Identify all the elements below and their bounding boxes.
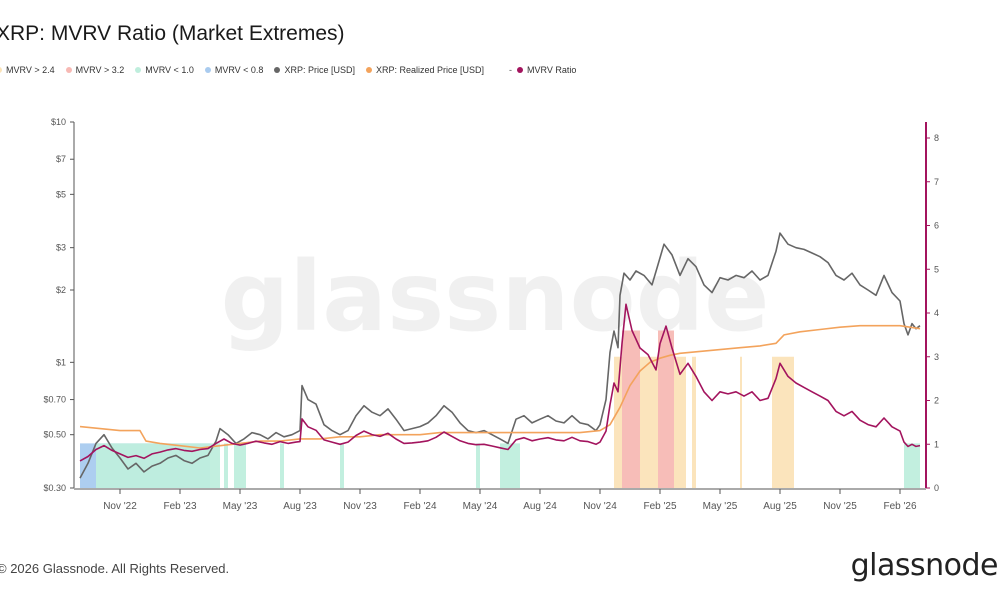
x-axis-tick-label: Aug '25	[763, 501, 797, 512]
mvrv-band	[674, 356, 686, 488]
left-axis-tick-label: $3	[56, 243, 66, 253]
axes: $10 $7 $5 $3 $2 $1 $0.70 $0.50 $0.30 0 1 2 3 4 5 6 7 8 Nov…	[43, 117, 939, 512]
realized-price-line	[79, 324, 921, 449]
legend-swatch-icon	[204, 67, 211, 73]
right-axis-tick-label: 5	[934, 264, 939, 274]
x-axis-tick-label: Aug '23	[283, 501, 317, 512]
right-axis-tick-label: 8	[934, 133, 939, 143]
mvrv-band	[234, 443, 246, 488]
legend-swatch-icon	[135, 67, 142, 73]
right-axis-tick-label: 0	[934, 483, 939, 493]
legend-item-mvrv-gt-2-4[interactable]: MVRV > 2.4	[0, 65, 55, 75]
legend-label: MVRV > 2.4	[6, 65, 55, 75]
watermark: glassnode	[221, 241, 770, 353]
left-axis-tick-label: $10	[51, 117, 66, 127]
right-axis-tick-label: 1	[934, 439, 939, 449]
legend-label: XRP: Price [USD]	[284, 65, 355, 75]
mvrv-band	[692, 356, 696, 488]
mvrv-band	[658, 330, 674, 488]
x-axis-tick-label: Feb '23	[163, 501, 196, 512]
x-axis-tick-label: Nov '25	[823, 501, 857, 512]
x-axis-tick-label: May '23	[223, 501, 258, 512]
right-axis-tick-label: 4	[934, 308, 939, 318]
mvrv-bands	[80, 330, 920, 488]
mvrv-ratio-line	[79, 303, 921, 462]
left-axis-tick-label: $0.30	[43, 483, 66, 493]
x-axis-tick-label: May '24	[463, 501, 498, 512]
left-axis-tick-label: $5	[56, 189, 66, 199]
mvrv-band	[904, 443, 920, 488]
mvrv-band	[772, 356, 794, 488]
legend-label: MVRV < 0.8	[214, 65, 264, 75]
x-axis-tick-label: Nov '22	[103, 501, 137, 512]
right-axis-tick-label: 7	[934, 177, 939, 187]
legend-label: MVRV > 3.2	[75, 65, 125, 75]
right-axis-tick-label: 3	[934, 352, 939, 362]
mvrv-band	[280, 443, 284, 488]
mvrv-band	[340, 443, 344, 488]
x-axis-tick-label: Nov '24	[583, 501, 617, 512]
x-axis-tick-label: Aug '24	[523, 501, 557, 512]
chart-title: XRP: MVRV Ratio (Market Extremes)	[0, 22, 345, 45]
legend-item-realized-price[interactable]: XRP: Realized Price [USD]	[365, 65, 484, 75]
right-axis-tick-label: 6	[934, 221, 939, 231]
mvrv-band	[740, 356, 742, 488]
series-lines	[79, 232, 921, 479]
price-line	[79, 232, 921, 479]
legend-item-price[interactable]: XRP: Price [USD]	[274, 65, 355, 75]
x-axis-tick-label: Nov '23	[343, 501, 377, 512]
left-axis-tick-label: $0.50	[43, 430, 66, 440]
mvrv-band	[640, 356, 658, 488]
legend-swatch-icon	[0, 67, 2, 73]
right-axis-tick-label: 2	[934, 396, 939, 406]
legend: MVRV > 2.4 MVRV > 3.2 MVRV < 1.0 MVRV < …	[0, 65, 576, 75]
mvrv-band	[622, 330, 640, 488]
mvrv-band	[614, 356, 622, 488]
legend-item-mvrv-lt-1-0[interactable]: MVRV < 1.0	[135, 65, 194, 75]
legend-item-mvrv-ratio[interactable]: MVRV Ratio	[517, 65, 576, 75]
x-axis-tick-label: Feb '25	[643, 501, 676, 512]
x-axis-tick-label: Feb '26	[883, 501, 916, 512]
legend-swatch-icon	[365, 67, 372, 73]
copyright-footer: © 2026 Glassnode. All Rights Reserved.	[0, 561, 230, 576]
mvrv-band	[500, 443, 520, 488]
legend-swatch-icon	[274, 67, 281, 73]
legend-item-mvrv-gt-3-2[interactable]: MVRV > 3.2	[65, 65, 125, 75]
legend-item-mvrv-lt-0-8[interactable]: MVRV < 0.8	[204, 65, 264, 75]
legend-swatch-icon	[65, 67, 72, 73]
left-axis-tick-label: $7	[56, 154, 66, 164]
mvrv-band	[476, 443, 480, 488]
x-axis-tick-label: May '25	[703, 501, 738, 512]
legend-label: XRP: Realized Price [USD]	[375, 65, 484, 75]
legend-swatch-icon	[517, 67, 523, 73]
mvrv-band	[224, 443, 228, 488]
legend-label: MVRV < 1.0	[145, 65, 194, 75]
left-axis-tick-label: $2	[56, 285, 66, 295]
mvrv-band	[96, 443, 220, 488]
legend-separator-icon: -	[509, 65, 512, 75]
legend-label: MVRV Ratio	[527, 65, 577, 75]
x-axis-tick-label: Feb '24	[403, 501, 436, 512]
left-axis-tick-label: $1	[56, 357, 66, 367]
brand-logo[interactable]: glassnode	[850, 548, 999, 583]
left-axis-tick-label: $0.70	[43, 395, 66, 405]
